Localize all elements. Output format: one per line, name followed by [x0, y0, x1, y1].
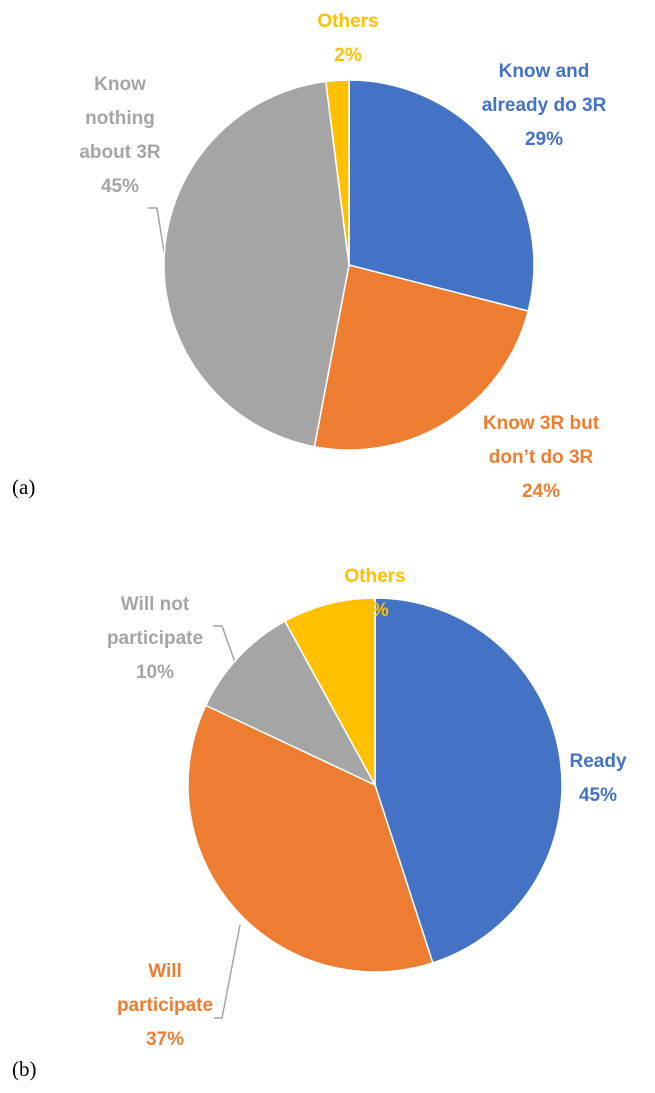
- pie-slice: [204, 620, 377, 787]
- value-label: 29%: [524, 129, 564, 150]
- slice-label: Know 3R but don’t do 3R 24%: [479, 407, 604, 509]
- value-label: 45%: [578, 785, 618, 806]
- slice-label: Others 8%: [330, 560, 420, 628]
- pie-slice: [187, 704, 434, 973]
- category-label: Know and already do 3R: [481, 61, 607, 116]
- pie-slice: [163, 80, 350, 448]
- slice-label: Will not participate 10%: [88, 588, 223, 690]
- category-label: Will participate: [116, 961, 214, 1016]
- category-label: Others: [344, 566, 406, 587]
- value-label: 24%: [521, 481, 561, 502]
- category-label: Others: [317, 11, 379, 32]
- category-label: Know nothing about 3R: [79, 74, 161, 163]
- value-label: 37%: [145, 1029, 185, 1050]
- leader-line: [214, 924, 241, 1019]
- pie-slice: [374, 597, 563, 964]
- slice-label: Know and already do 3R 29%: [474, 55, 614, 157]
- pie-slice: [348, 79, 535, 312]
- panel-label: (a): [12, 475, 36, 499]
- value-label: 2%: [334, 45, 362, 66]
- category-label: Will not participate: [106, 594, 204, 649]
- category-label: Know 3R but don’t do 3R: [482, 413, 600, 468]
- slice-label: Others 2%: [303, 5, 393, 73]
- slice-label: Will participate 37%: [108, 955, 223, 1057]
- slice-label: Ready 45%: [553, 745, 643, 813]
- pie-slice: [313, 264, 530, 451]
- value-label: 8%: [361, 600, 389, 621]
- panel-label: (b): [12, 1057, 37, 1081]
- slice-label: Know nothing about 3R 45%: [73, 68, 168, 204]
- category-label: Ready: [569, 751, 627, 772]
- leader-line: [148, 207, 166, 259]
- value-label: 45%: [100, 176, 140, 197]
- value-label: 10%: [135, 662, 175, 683]
- pie-slice: [283, 597, 376, 786]
- leader-line: [213, 625, 238, 669]
- pie-slice: [324, 79, 350, 266]
